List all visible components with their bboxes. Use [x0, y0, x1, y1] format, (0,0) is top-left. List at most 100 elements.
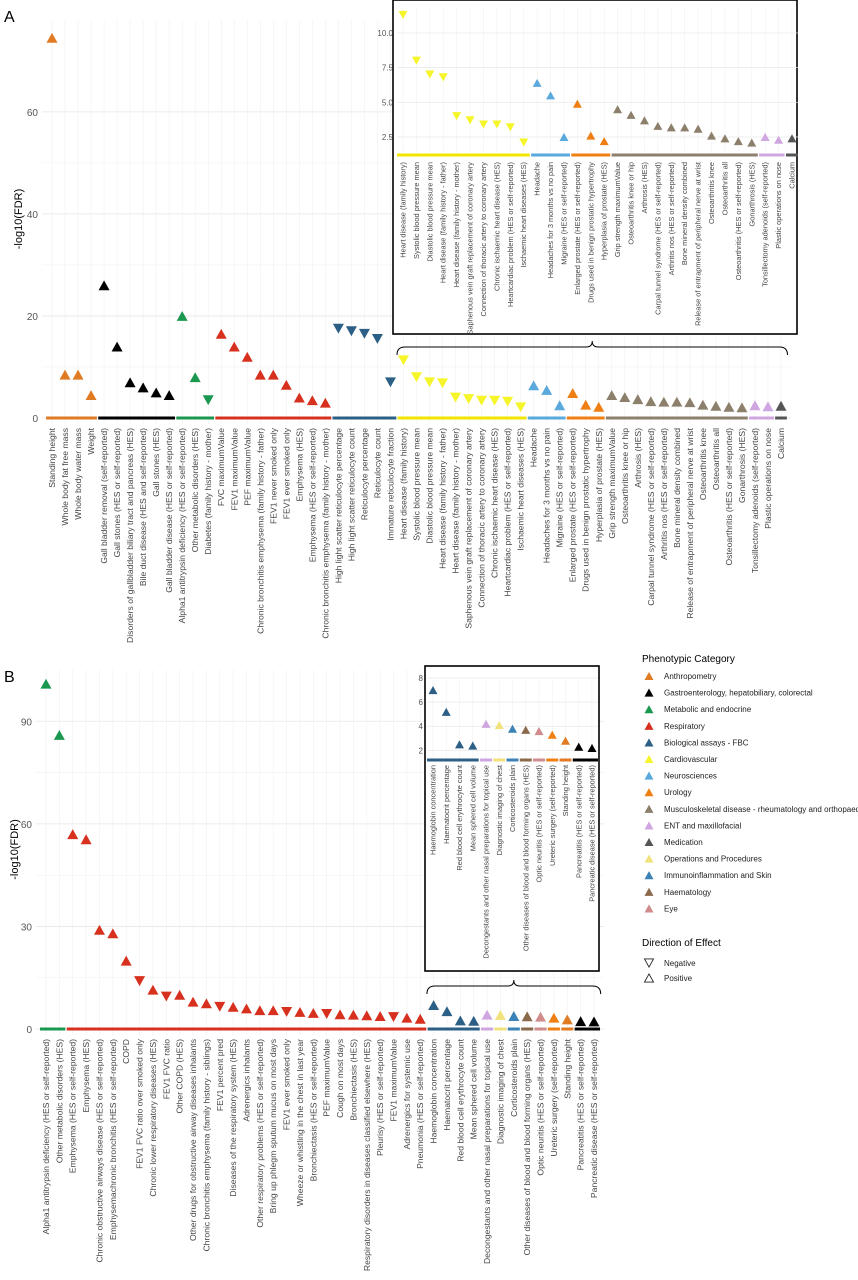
data-point — [697, 399, 709, 410]
x-tick-label: Saphenous vein graft replacement of coro… — [464, 427, 474, 628]
x-tick-label: Heart disease (family history - mother) — [451, 428, 461, 574]
inset-x-tick-label: Migraine (HES or self-reported) — [559, 162, 568, 265]
x-tick-label: FEV1 maximumValue — [229, 428, 239, 511]
x-tick-label: Hyperplasia of prostate (HES) — [594, 428, 604, 542]
x-tick-label: Pancreatitis (HES or self-reported) — [576, 1039, 586, 1170]
y-tick-label: 0 — [26, 1025, 32, 1036]
x-tick-label: Mean sphered cell volume — [469, 1039, 479, 1140]
inset-data-point — [747, 138, 757, 147]
x-tick-label: Connection of thoracic artery to coronar… — [477, 427, 487, 607]
data-point — [619, 392, 631, 403]
inset-y-tick-label: 6 — [419, 698, 424, 707]
inset-x-tick-label: Chronic ischaemic heart disease (HES) — [492, 162, 501, 291]
x-tick-label: Reticulocyte count — [372, 427, 382, 498]
x-tick-label: FEV1 percent pred — [215, 1039, 225, 1111]
direction-legend-label: Positive — [664, 974, 693, 983]
x-tick-label: Emphysema (HES or self-reported) — [68, 1039, 78, 1173]
inset-data-point — [478, 120, 488, 129]
x-tick-label: Pneumonia (HES or self-reported) — [415, 1039, 425, 1169]
x-tick-label: Adrenergics for systemic use — [402, 1039, 412, 1150]
data-point — [307, 1007, 319, 1018]
data-point — [187, 996, 199, 1007]
inset-y-tick-label: 4 — [419, 722, 424, 731]
inset-data-point — [534, 727, 544, 736]
data-point — [645, 396, 657, 407]
data-point — [241, 351, 253, 362]
data-point — [228, 341, 240, 352]
data-point — [227, 1001, 239, 1012]
data-point — [93, 924, 105, 935]
inset-data-point — [653, 121, 663, 130]
x-tick-label: COPD — [121, 1039, 131, 1064]
data-point — [280, 379, 292, 390]
x-tick-label: Systolic blood pressure mean — [412, 428, 422, 541]
x-tick-label: Emphysema (HES) — [294, 428, 304, 502]
x-tick-label: Other COPD (HES) — [175, 1039, 185, 1114]
data-point — [163, 390, 175, 400]
data-point — [189, 372, 201, 383]
legend-label: Medication — [664, 838, 703, 847]
data-point — [200, 998, 212, 1009]
inset-data-point — [452, 112, 462, 121]
data-point — [332, 323, 344, 334]
x-tick-label: Red blood cell erythrocyte count — [455, 1038, 465, 1161]
x-tick-label: Optic neuritis (HES or self-reported) — [536, 1039, 546, 1176]
x-tick-label: FVC maximumValue — [216, 428, 226, 506]
x-tick-label: Emphysema (HES) — [81, 1039, 91, 1113]
x-tick-label: Gall bladder removal (self-reported) — [99, 428, 109, 564]
data-point — [775, 400, 787, 411]
x-tick-label: Bronchiectasis (HES) — [348, 1039, 358, 1121]
x-tick-label: Gall bladder disease (HES or self-report… — [164, 428, 174, 593]
data-point — [214, 1001, 226, 1012]
x-tick-label: Other drugs for obstructive airway disea… — [188, 1039, 198, 1241]
inset-data-point — [559, 132, 569, 142]
x-tick-label: FEV1 ever smoked only — [281, 427, 291, 519]
data-point — [67, 829, 79, 840]
direction-legend-label: Negative — [664, 959, 696, 968]
x-tick-label: FEV1 FVC ratio over smoked only — [135, 1038, 145, 1169]
inset-x-tick-label: Systolic blood pressure mean — [412, 162, 421, 259]
x-tick-label: PEF maximumValue — [242, 428, 252, 506]
x-tick-label: Osteoarthritis knee — [698, 428, 708, 500]
inset-data-point — [547, 730, 557, 739]
inset-x-tick-label: Plastic operations on nose — [774, 162, 783, 249]
data-point — [441, 1006, 453, 1017]
legend-swatch — [644, 904, 654, 913]
inset-y-tick-label: 5.0 — [382, 98, 394, 107]
inset-y-tick-label: 10.0 — [377, 29, 393, 38]
data-point — [468, 1015, 480, 1026]
x-tick-label: Whole body water mass — [73, 428, 83, 520]
x-tick-label: Bring up phlegm sputum mucus on most day… — [268, 1039, 278, 1213]
x-tick-label: Corticosteroids plain — [509, 1039, 519, 1117]
inset-data-point — [532, 78, 542, 87]
data-point — [454, 1015, 466, 1026]
inset-data-point — [546, 91, 556, 100]
inset-x-tick-label: Haematocrit percentage — [442, 765, 451, 844]
inset-x-tick-label: Diastolic blood pressure mean — [425, 162, 434, 261]
data-point — [414, 1013, 426, 1024]
inset-x-tick-label: Enlarged prostate (HES or self-reported) — [573, 162, 582, 295]
data-point — [111, 341, 123, 352]
data-point — [150, 387, 162, 398]
data-point — [134, 976, 146, 987]
data-point — [80, 834, 92, 845]
y-tick-label: 0 — [32, 414, 38, 425]
x-tick-label: Heart disease (family history - father) — [438, 428, 448, 569]
data-point — [98, 280, 110, 291]
x-tick-label: Bone mineral density combined — [672, 428, 682, 548]
x-tick-label: Pleurisy (HES or self-reported) — [375, 1039, 385, 1156]
inset-x-tick-label: Heartcardiac problem (HES or self-report… — [506, 162, 515, 307]
x-tick-label: Alpha1 antitrypsin deficiency (HES or se… — [41, 1039, 51, 1234]
legend-label: Cardiovascular — [664, 755, 718, 764]
x-tick-label: Emphysema (HES or self-reported) — [307, 428, 317, 562]
y-tick-label: 40 — [27, 210, 39, 221]
inset-x-tick-label: Grip strength maximumValue — [613, 162, 622, 257]
inset-frame — [424, 665, 600, 972]
data-point — [85, 390, 97, 400]
data-point — [321, 1009, 333, 1019]
legend-title: Phenotypic Category — [642, 654, 735, 665]
data-point — [723, 401, 735, 412]
inset-x-tick-label: Heart disease (family history) — [399, 162, 408, 258]
